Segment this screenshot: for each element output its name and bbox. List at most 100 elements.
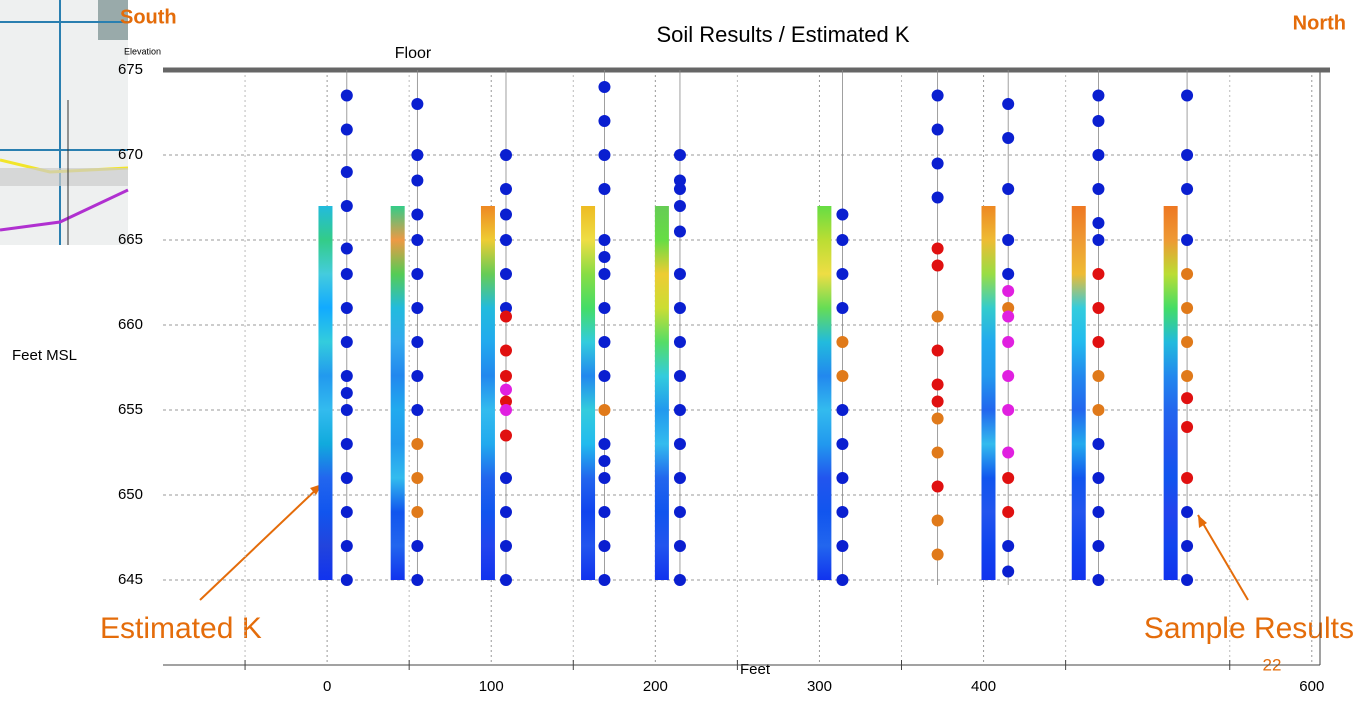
chart-title: Soil Results / Estimated K [656,22,909,47]
y-tick-label: 645 [118,571,143,588]
sample-point [1002,404,1014,416]
sample-point [674,472,686,484]
sample-point [598,404,610,416]
y-tick-label: 670 [118,146,143,163]
sample-point [500,268,512,280]
sample-point [1092,370,1104,382]
sample-point [500,506,512,518]
sample-point [500,311,512,323]
x-axis-label: Feet [740,661,771,678]
sample-point [1092,149,1104,161]
estimated-k-strip [655,206,669,580]
sample-point [1002,566,1014,578]
annotation-arrow [200,484,322,600]
estimated-k-strip [1072,206,1086,580]
sample-point [836,438,848,450]
sample-point [500,209,512,221]
sample-point [411,149,423,161]
sample-point [1002,98,1014,110]
sample-point [411,209,423,221]
estimated-k-strip [318,206,332,580]
sample-point [411,268,423,280]
sample-point [932,243,944,255]
sample-point [932,481,944,493]
sample-point [500,430,512,442]
sample-point [836,540,848,552]
sample-point [341,506,353,518]
sample-point [674,336,686,348]
sample-point [411,404,423,416]
sample-point [1002,183,1014,195]
sample-point [674,506,686,518]
y-tick-label: 665 [118,231,143,248]
sample-point [500,370,512,382]
sample-point [1181,506,1193,518]
sample-point [411,370,423,382]
sample-point [932,413,944,425]
sample-point [1181,370,1193,382]
sample-point [411,506,423,518]
estimated-k-strip [981,206,995,580]
sample-point [1092,438,1104,450]
sample-point [598,574,610,586]
sample-point [1092,540,1104,552]
sample-point [1002,268,1014,280]
sample-point [500,472,512,484]
sample-point [932,158,944,170]
sample-point [341,336,353,348]
sample-point [598,472,610,484]
x-tick-label: 100 [479,678,504,695]
sample-point [836,234,848,246]
sample-point [674,438,686,450]
sample-point [932,124,944,136]
sample-point [1092,574,1104,586]
sample-point [1002,311,1014,323]
sample-point [674,149,686,161]
sample-point [932,447,944,459]
sample-point [836,472,848,484]
annotation-arrow [1198,515,1248,600]
sample-point [341,268,353,280]
y-tick-label: 650 [118,486,143,503]
sample-point [1181,302,1193,314]
sample-point [932,260,944,272]
x-tick-label: 600 [1299,678,1324,695]
sample-point [598,455,610,467]
sample-point [932,549,944,561]
sample-point [341,438,353,450]
sample-point [932,515,944,527]
sample-point [1181,540,1193,552]
sample-point [598,251,610,263]
sample-point [598,438,610,450]
sample-point [598,302,610,314]
sample-point [932,192,944,204]
sample-point [598,149,610,161]
x-tick-label: 200 [643,678,668,695]
sample-point [674,200,686,212]
sample-point [500,149,512,161]
sample-point [411,472,423,484]
sample-point [674,183,686,195]
sample-point [1002,447,1014,459]
sample-point [1181,392,1193,404]
chart: South North Soil Results / Estimated K F… [0,0,1359,702]
sample-point [932,396,944,408]
sample-point [411,175,423,187]
sample-point [1181,268,1193,280]
sample-point [341,540,353,552]
estimated-k-strip [391,206,405,580]
sample-point [341,90,353,102]
sample-point [1181,183,1193,195]
sample-point [1181,336,1193,348]
estimated-k-strip [581,206,595,580]
sample-point [1181,90,1193,102]
sample-point [500,234,512,246]
sample-point [598,234,610,246]
sample-point [411,302,423,314]
y-tick-label: 675 [118,61,143,78]
estimated-k-strip [1164,206,1178,580]
sample-point [674,226,686,238]
sample-point [1002,132,1014,144]
sample-point [1092,404,1104,416]
